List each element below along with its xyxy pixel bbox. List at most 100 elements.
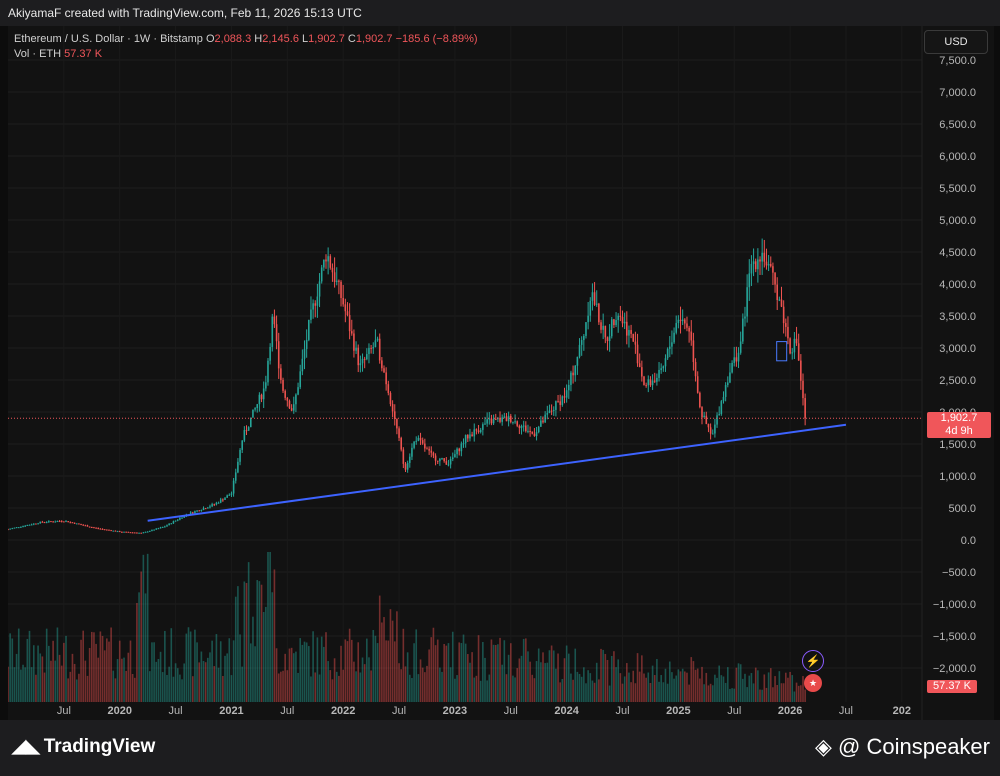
candle-body xyxy=(417,437,420,441)
volume-bar xyxy=(436,639,439,702)
volume-bar xyxy=(761,689,763,702)
y-tick-label: 6,000.0 xyxy=(939,151,976,163)
volume-bar xyxy=(598,679,600,702)
coinspeaker-watermark: @ Coinspeaker xyxy=(838,734,990,759)
candle-body xyxy=(142,532,145,534)
volume-bar xyxy=(67,678,69,702)
chart-frame[interactable]: 7,500.0 7,000.0 6,500.0 6,000.0 5,500.0 5,000… xyxy=(8,26,994,720)
candle-body xyxy=(684,319,686,324)
volume-bar xyxy=(116,659,119,702)
candle-body xyxy=(744,316,746,319)
volume-bar xyxy=(353,661,355,702)
candle-body xyxy=(350,331,353,334)
candle-body xyxy=(202,508,205,511)
volume-bar xyxy=(613,651,615,702)
lightning-icon[interactable]: ⚡ xyxy=(802,650,824,672)
candle-body xyxy=(99,528,102,530)
candle-body xyxy=(312,303,314,310)
last-price-value: 1,902.7 xyxy=(940,412,978,424)
candle-body xyxy=(209,506,211,508)
candle-body xyxy=(308,319,310,340)
candle-body xyxy=(314,303,317,306)
price-chart[interactable]: 7,500.0 7,000.0 6,500.0 6,000.0 5,500.0 5,000… xyxy=(8,26,994,720)
volume-bar xyxy=(443,643,445,702)
volume-bar xyxy=(574,648,577,702)
candle-body xyxy=(518,425,521,429)
volume-bar xyxy=(486,680,488,702)
candle-body xyxy=(56,521,59,523)
volume-bar xyxy=(567,653,570,702)
volume-bar xyxy=(230,675,233,702)
candle-body xyxy=(133,532,136,534)
volume-bar xyxy=(286,670,289,702)
volume-bar xyxy=(475,675,478,702)
volume-bar xyxy=(497,644,499,702)
volume-bar xyxy=(705,672,708,702)
volume-bar xyxy=(262,611,265,702)
candle-body xyxy=(215,502,218,505)
candle-body xyxy=(430,450,433,453)
volume-bar xyxy=(703,684,705,702)
volume-bar xyxy=(363,664,366,702)
us-flag-icon[interactable]: ★ xyxy=(804,674,822,692)
volume-bar xyxy=(696,668,699,702)
candle-body xyxy=(348,315,351,332)
candle-body xyxy=(320,267,323,282)
tradingview-logo[interactable]: ◢◣ TradingView xyxy=(12,736,155,758)
candle-body xyxy=(600,322,602,330)
volume-bar xyxy=(114,678,117,702)
candle-body xyxy=(634,341,637,345)
candle-body xyxy=(602,325,604,330)
volume-bar xyxy=(123,657,125,702)
volume-bar xyxy=(413,643,415,702)
candle-body xyxy=(709,427,712,434)
volume-bar xyxy=(750,673,753,702)
candle-body xyxy=(116,531,119,533)
volume-bar xyxy=(133,677,136,702)
volume-bar xyxy=(282,670,284,702)
volume-bar xyxy=(776,685,779,702)
volume-bar xyxy=(101,635,104,702)
volume-bar xyxy=(226,653,228,702)
volume-bar xyxy=(546,662,549,702)
volume-bar xyxy=(529,661,531,702)
volume-bar xyxy=(714,674,716,702)
volume-bar xyxy=(411,678,413,702)
candle-body xyxy=(432,452,435,456)
x-tick-label: Jul xyxy=(57,705,71,717)
candle-body xyxy=(60,521,63,523)
volume-bar xyxy=(668,661,671,702)
volume-bar xyxy=(563,658,566,702)
volume-bar xyxy=(509,643,512,702)
volume-bar xyxy=(297,672,299,702)
candle-body xyxy=(196,510,198,512)
candle-body xyxy=(707,423,710,428)
candle-body xyxy=(610,319,613,337)
volume-bar xyxy=(769,668,772,702)
volume-bar xyxy=(48,645,50,702)
currency-button[interactable]: USD xyxy=(924,30,988,54)
volume-label: Vol · ETH xyxy=(14,48,62,60)
volume-bar xyxy=(54,660,57,702)
volume-bar xyxy=(780,683,783,702)
volume-bar xyxy=(724,682,727,702)
candle-body xyxy=(428,448,430,451)
candle-body xyxy=(200,510,203,512)
y-tick-label: 5,500.0 xyxy=(939,183,976,195)
candle-body xyxy=(477,430,480,433)
volume-bar xyxy=(56,627,59,702)
volume-bar xyxy=(752,683,755,702)
candle-body xyxy=(355,347,357,351)
volume-bar xyxy=(630,682,632,702)
candle-body xyxy=(292,404,295,411)
x-tick-label: Jul xyxy=(727,705,741,717)
high-value: 2,145.6 xyxy=(262,33,299,45)
candle-body xyxy=(357,347,360,366)
volume-bar xyxy=(69,671,72,702)
candle-body xyxy=(280,368,282,380)
candle-body xyxy=(329,256,332,268)
volume-bar xyxy=(224,655,226,702)
volume-bar xyxy=(647,672,650,702)
volume-bar xyxy=(559,682,561,702)
volume-bar xyxy=(522,638,525,702)
